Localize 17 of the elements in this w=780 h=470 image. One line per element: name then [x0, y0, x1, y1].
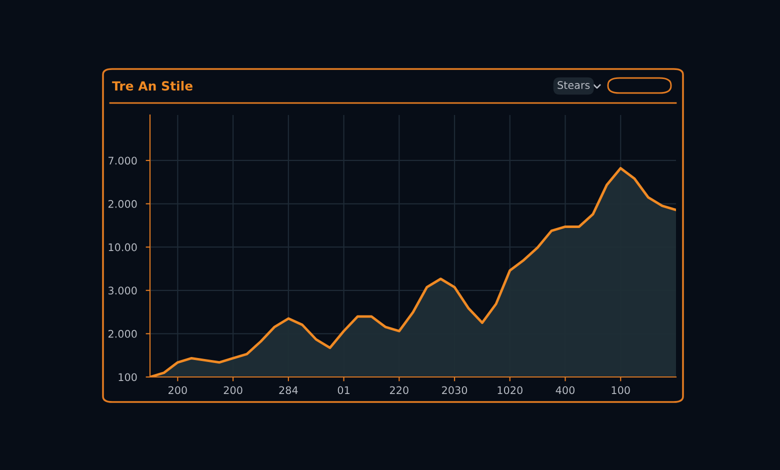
text: 3.000 — [108, 286, 137, 294]
x-tick-label: 200 — [224, 386, 242, 394]
x-tick-label: 400 — [556, 386, 575, 394]
text: 100 — [118, 373, 137, 382]
x-tick-label: 01 — [338, 386, 350, 394]
x-tick-label: 100 — [612, 386, 630, 394]
x-tick-label: 1020 — [498, 386, 522, 394]
text: 2.000 — [108, 200, 137, 208]
x-tick-label: 200 — [168, 386, 187, 394]
text: 7.000 — [108, 156, 137, 165]
text: 10.00 — [108, 243, 137, 252]
x-tick-label: 284 — [279, 386, 298, 394]
x-tick-label: 220 — [390, 386, 408, 394]
chart-title: Tre An Stile — [112, 80, 192, 91]
text: Stears — [558, 81, 590, 90]
x-tick-label: 2030 — [442, 386, 468, 394]
text: 2.000 — [108, 330, 137, 338]
